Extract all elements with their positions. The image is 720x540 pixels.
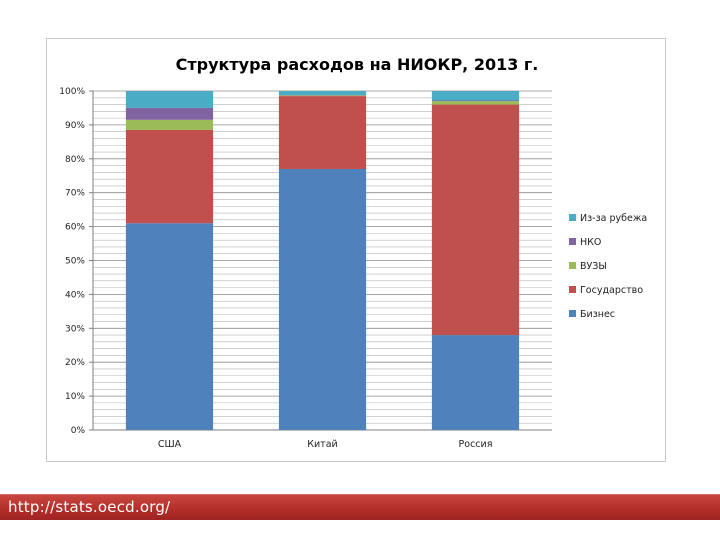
x-category-label: Китай: [307, 439, 337, 450]
x-category-label: Россия: [459, 439, 493, 450]
legend-label: Государство: [580, 285, 643, 296]
bar-segment: [125, 91, 214, 108]
legend-label: ВУЗЫ: [580, 261, 607, 272]
y-tick-label: 50%: [65, 257, 85, 267]
legend-label: Из-за рубежа: [580, 213, 647, 224]
bar-segment: [431, 104, 520, 336]
bar-layer: [125, 91, 520, 430]
bar-segment: [125, 223, 214, 430]
legend-swatch: [569, 262, 576, 269]
stacked-bar-chart: Структура расходов на НИОКР, 2013 г. 0% 1…: [59, 55, 647, 450]
y-tick-label: 30%: [65, 324, 85, 334]
y-tick-label: 0%: [71, 426, 86, 436]
bar-segment: [278, 91, 367, 96]
y-tick-label: 100%: [59, 87, 85, 97]
chart-frame: Структура расходов на НИОКР, 2013 г. 0% 1…: [46, 38, 666, 462]
legend: Из-за рубежа НКО ВУЗЫ Государство Бизнес: [569, 213, 647, 320]
legend-label: Бизнес: [580, 309, 615, 320]
bar-segment: [278, 168, 367, 430]
y-tick-label: 20%: [65, 358, 85, 368]
chart-title: Структура расходов на НИОКР, 2013 г.: [176, 55, 539, 74]
legend-swatch: [569, 310, 576, 317]
y-tick-label: 90%: [65, 121, 85, 131]
bar-segment: [125, 129, 214, 224]
legend-swatch: [569, 238, 576, 245]
bar-segment: [431, 101, 520, 105]
y-tick-label: 70%: [65, 189, 85, 199]
y-tick-label: 10%: [65, 392, 85, 402]
bar-segment: [125, 119, 214, 130]
legend-swatch: [569, 286, 576, 293]
bar-segment: [125, 107, 214, 120]
legend-swatch: [569, 214, 576, 221]
bar-segment: [431, 100, 520, 102]
x-category-label: США: [158, 439, 182, 450]
footer-bar: http://stats.oecd.org/: [0, 494, 720, 520]
y-tick-label: 40%: [65, 290, 85, 300]
bar-segment: [431, 91, 520, 101]
bar-segment: [278, 96, 367, 169]
bar-segment: [431, 335, 520, 430]
y-tick-label: 80%: [65, 155, 85, 165]
y-tick-label: 60%: [65, 223, 85, 233]
legend-label: НКО: [580, 237, 601, 248]
source-link[interactable]: http://stats.oecd.org/: [8, 498, 171, 516]
bar-segment: [278, 95, 367, 97]
